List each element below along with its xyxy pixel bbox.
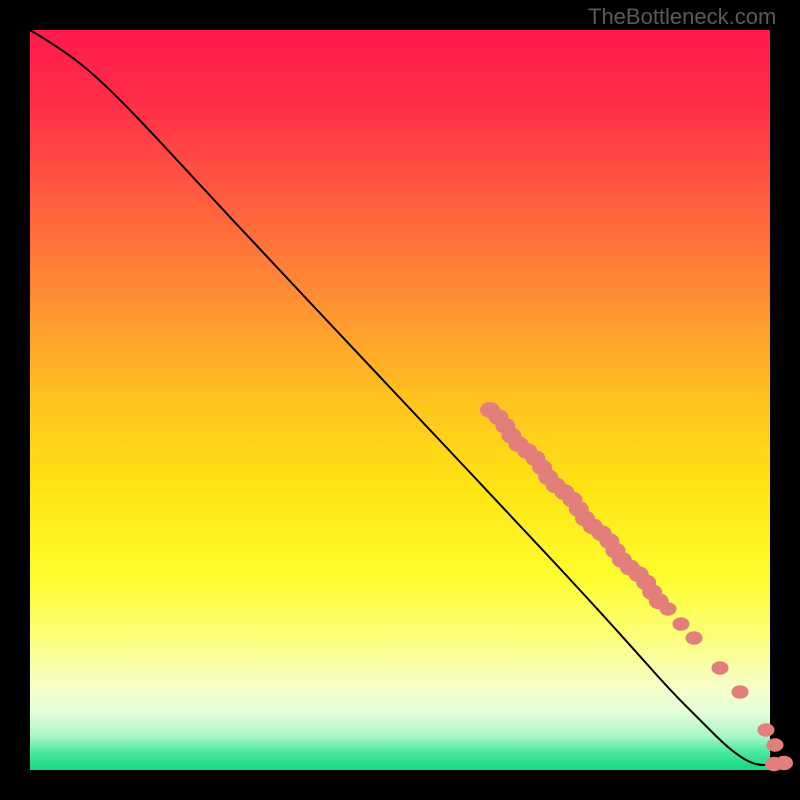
data-point: [712, 661, 729, 675]
data-point: [732, 685, 749, 699]
data-point: [767, 738, 784, 752]
data-point: [686, 631, 703, 645]
curve-line: [30, 30, 774, 765]
data-point: [673, 617, 690, 631]
data-point: [775, 756, 793, 770]
data-point: [758, 723, 775, 737]
chart-svg: [0, 0, 800, 800]
watermark-text: TheBottleneck.com: [588, 4, 776, 30]
data-point: [660, 602, 677, 616]
